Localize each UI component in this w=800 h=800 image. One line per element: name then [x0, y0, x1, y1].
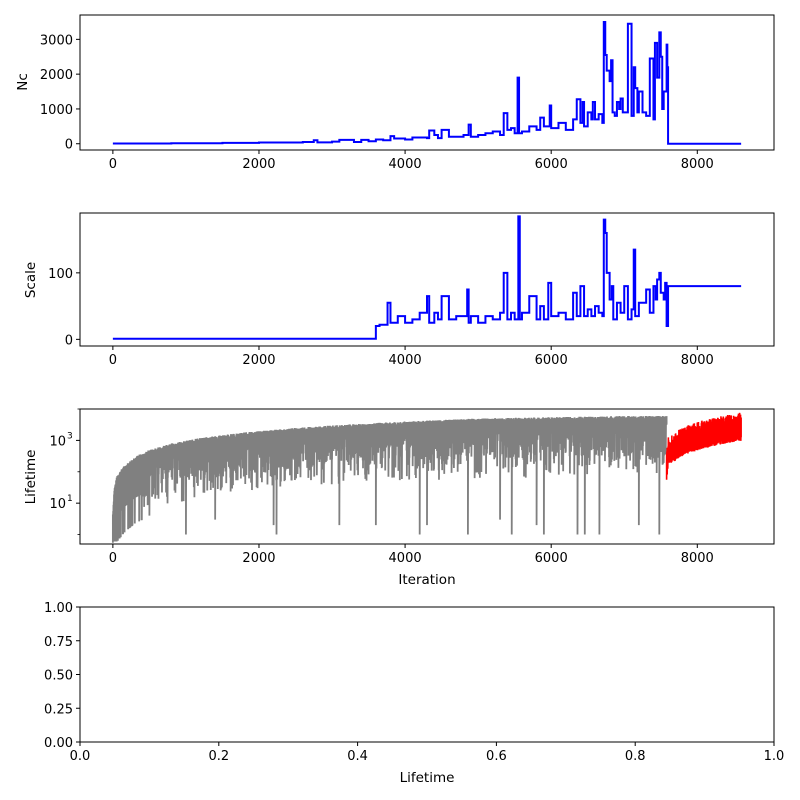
lifetime-ytick-exponent: 3: [67, 431, 73, 441]
scale-ylabel: Scale: [23, 262, 39, 298]
scale-xtick-label: 8000: [681, 353, 714, 368]
nc-xtick-label: 6000: [535, 157, 568, 172]
nc-xtick-label: 0: [109, 157, 117, 172]
lifetime-xtick-label: 2000: [242, 551, 275, 566]
nc-plot-layer: [112, 20, 742, 145]
scale-xtick-label: 2000: [242, 353, 275, 368]
nc-ytick-label: 1000: [40, 103, 73, 118]
lifetime-xtick-label: 0: [109, 551, 117, 566]
nc-ticks: 0 2000 4000 6000 8000 0 1000 2000 3000: [40, 33, 714, 172]
lifetime-xtick-label: 4000: [389, 551, 422, 566]
lifetime-ytick-label: 10: [49, 497, 66, 512]
nc-xtick-label: 8000: [681, 157, 714, 172]
nc-ytick-label: 2000: [40, 68, 73, 83]
scale-ticks: 0 2000 4000 6000 8000 0 100: [48, 267, 714, 368]
empty-ytick-label: 0.25: [44, 702, 73, 717]
nc-panel: 0 2000 4000 6000 8000 0 1000 2000 3000 Nc: [15, 14, 775, 172]
lifetime-axes-frame: [79, 408, 775, 545]
lifetime-gray-series: [111, 415, 668, 543]
empty-xtick-label: 0.2: [208, 749, 229, 764]
nc-ytick-label: 3000: [40, 33, 73, 48]
empty-ytick-label: 0.00: [44, 736, 73, 751]
lifetime-ytick-label: 10: [49, 434, 66, 449]
empty-xtick-label: 0.4: [347, 749, 368, 764]
scale-series-group: [112, 215, 742, 340]
empty-ytick-label: 0.50: [44, 669, 73, 684]
scale-panel: 0 2000 4000 6000 8000 0 100 Scale: [23, 212, 775, 368]
lifetime-series-group: [111, 412, 742, 543]
lifetime-xlabel: Iteration: [398, 572, 455, 588]
scale-ytick-label: 100: [48, 267, 73, 282]
lifetime-ylabel: Lifetime: [23, 450, 39, 505]
scale-xtick-label: 6000: [535, 353, 568, 368]
lifetime-xtick-label: 6000: [535, 551, 568, 566]
scale-ytick-label: 0: [65, 333, 73, 348]
lifetime-xtick-label: 8000: [681, 551, 714, 566]
empty-xtick-label: 0.8: [625, 749, 646, 764]
nc-ylabel: Nc: [15, 73, 31, 91]
nc-series-group: [112, 20, 742, 145]
scale-xtick-label: 4000: [389, 353, 422, 368]
nc-series-line: [112, 20, 742, 145]
lifetime-red-series: [665, 412, 742, 480]
lifetime-plot-layer: [111, 412, 742, 543]
nc-ytick-label: 0: [65, 138, 73, 153]
empty-xlabel: Lifetime: [400, 770, 455, 786]
nc-xtick-label: 4000: [389, 157, 422, 172]
scale-series-line: [112, 215, 742, 340]
empty-xtick-label: 0.6: [486, 749, 507, 764]
scale-axes-frame: [79, 212, 775, 347]
empty-ticks: 0.0 0.2 0.4 0.6 0.8 1.0 0.00 0.25 0.50 0.75 1.00: [44, 601, 784, 764]
scale-xtick-label: 0: [109, 353, 117, 368]
empty-lifetime-panel: 0.0 0.2 0.4 0.6 0.8 1.0 0.00 0.25 0.50 0.75 1.00 L…: [44, 601, 784, 786]
nc-xtick-label: 2000: [242, 157, 275, 172]
nc-axes-frame: [79, 14, 775, 151]
empty-ytick-label: 0.75: [44, 635, 73, 650]
lifetime-ytick-exponent: 1: [67, 494, 73, 504]
scale-plot-layer: [112, 215, 742, 340]
empty-ytick-label: 1.00: [44, 601, 73, 616]
empty-xtick-label: 0.0: [70, 749, 91, 764]
empty-xtick-label: 1.0: [764, 749, 785, 764]
